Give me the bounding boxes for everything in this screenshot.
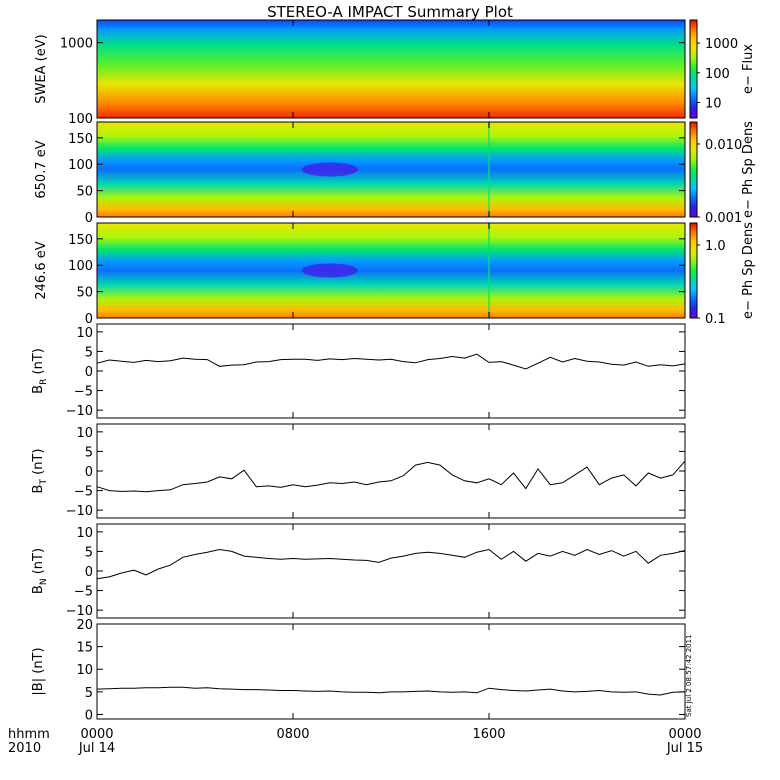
field-panel-2-ylabel-sub: T: [39, 479, 49, 486]
colorbar-1-tick-label: 10: [705, 96, 722, 111]
field-panel-1-ytick-label: 5: [85, 345, 93, 360]
colorbar-1-tick-label: 1000: [705, 37, 738, 52]
field-panel-1-ytick-label: −10: [66, 404, 93, 419]
field-panel-3-ytick-label: 0: [85, 565, 93, 580]
colorbar-2-tick-label: 0.001: [705, 211, 742, 226]
field-panel-1-frame: [96, 323, 686, 419]
field-panel-1-ylabel: BR (nT): [31, 348, 49, 394]
field-panel-1-series: [96, 353, 686, 370]
time-corner-label-year: 2010: [8, 741, 41, 756]
time-tick-label: 0000: [80, 727, 113, 742]
colorbar-1-tick-label: 100: [705, 67, 730, 82]
field-panel-1-ytick-label: 10: [76, 326, 93, 341]
spectrogram-1-ytick-label: 100: [68, 112, 93, 127]
field-panel-3-ytick-label: −10: [66, 604, 93, 619]
field-panel-1-ylabel-main: B: [31, 385, 46, 394]
spectrogram-3-ytick-label: 0: [85, 312, 93, 327]
field-panel-2-ytick-label: 5: [85, 445, 93, 460]
colorbar-2: [689, 121, 698, 218]
time-tick-label: 0000: [668, 727, 701, 742]
time-tick-date: Jul 14: [78, 741, 115, 756]
field-panel-3-series: [96, 548, 686, 580]
field-panel-4-ytick-label: 15: [76, 641, 93, 656]
colorbar-1-label: e− Flux: [741, 44, 756, 94]
field-panel-2-frame: [96, 423, 686, 519]
colorbar-3-label: e− Ph Sp Dens: [741, 222, 756, 319]
field-panel-2-series: [96, 460, 686, 493]
field-panel-1-ytick-label: −5: [74, 385, 93, 400]
field-panel-2-ylabel-unit: (nT): [31, 449, 46, 479]
field-panel-4-ylabel-main: |B|: [31, 678, 46, 696]
spectrogram-1-frame: [96, 19, 686, 119]
field-panel-4-ytick-label: 10: [76, 663, 93, 678]
spectrogram-3-ytick-label: 100: [68, 259, 93, 274]
spectrogram-2-ytick-label: 150: [68, 132, 93, 147]
field-panel-3-ytick-label: 5: [85, 545, 93, 560]
spectrogram-1: [97, 20, 685, 118]
spectrogram-2-frame: [96, 121, 686, 218]
field-panel-2-ytick-label: 0: [85, 465, 93, 480]
time-corner-label-hhmm: hhmm: [8, 727, 50, 742]
field-panel-4-ylabel: |B| (nT): [31, 647, 46, 695]
colorbar-2-tick-label: 0.010: [705, 138, 742, 153]
spectrogram-2-ytick-label: 100: [68, 158, 93, 173]
field-panel-2-ytick-label: −10: [66, 504, 93, 519]
field-panel-1-ylabel-unit: (nT): [31, 348, 46, 378]
colorbar-3-tick-label: 1.0: [705, 239, 726, 254]
field-panel-3-frame: [96, 523, 686, 619]
spectrogram-2-ytick-label: 50: [76, 185, 93, 200]
time-tick-date: Jul 15: [666, 741, 703, 756]
chart-title: STEREO-A IMPACT Summary Plot: [267, 3, 513, 21]
field-panel-4-ylabel-unit: (nT): [31, 647, 46, 677]
spectrogram-3-minimum: [301, 263, 358, 278]
field-panel-4-ytick-label: 0: [85, 708, 93, 723]
spectrogram-3-ytick-label: 50: [76, 286, 93, 301]
spectrogram-3-ytick-label: 150: [68, 233, 93, 248]
field-panel-3-ytick-label: 10: [76, 526, 93, 541]
colorbar-1: [689, 19, 698, 119]
field-panel-2-ytick-label: 10: [76, 426, 93, 441]
colorbar-3: [689, 222, 698, 319]
field-panel-2-ytick-label: −5: [74, 485, 93, 500]
colorbar-2-label: e− Ph Sp Dens: [741, 121, 756, 218]
field-panel-3-ylabel-unit: (nT): [31, 548, 46, 578]
time-tick-label: 1600: [472, 727, 505, 742]
field-panel-3-ylabel-main: B: [31, 585, 46, 594]
field-panel-4-frame: [96, 623, 686, 720]
field-panel-3-ytick-label: −5: [74, 585, 93, 600]
spectrogram-2-ytick-label: 0: [85, 211, 93, 226]
colorbar-3-tick-label: 0.1: [705, 312, 726, 327]
spectrogram-3-frame: [96, 222, 686, 319]
spectrogram-1-ytick-label: 1000: [60, 37, 93, 52]
spectrogram-2-ylabel: 650.7 eV: [34, 140, 49, 198]
field-panel-1-ytick-label: 0: [85, 365, 93, 380]
field-panel-4-ytick-label: 20: [76, 618, 93, 633]
spectrogram-3-ylabel: 246.6 eV: [34, 241, 49, 299]
spectrogram-3: [97, 223, 685, 318]
field-panel-2-ylabel-main: B: [31, 485, 46, 494]
field-panel-3-ylabel-sub: N: [39, 578, 49, 585]
spectrogram-2-minimum: [301, 162, 358, 177]
timestamp-stamp: Sat Jul 2 08:57:42 2011: [685, 634, 693, 717]
field-panel-3-ylabel: BN (nT): [31, 548, 49, 594]
field-panel-1-ylabel-sub: R: [39, 379, 49, 385]
timestamp-stamp-text: Sat Jul 2 08:57:42 2011: [685, 634, 693, 717]
field-panel-4-series: [96, 686, 686, 696]
spectrogram-1-ylabel: SWEA (eV): [34, 34, 49, 103]
spectrogram-2: [97, 122, 685, 217]
field-panel-2-ylabel: BT (nT): [31, 449, 49, 494]
field-panel-4-ytick-label: 5: [85, 686, 93, 701]
time-tick-label: 0800: [276, 727, 309, 742]
